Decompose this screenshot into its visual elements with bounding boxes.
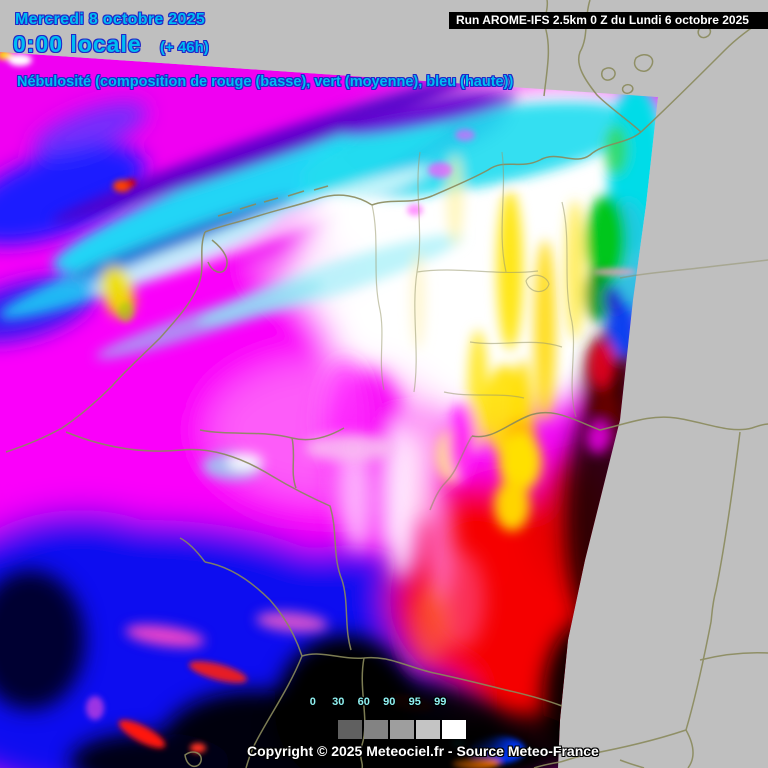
legend-swatch: [442, 720, 466, 739]
time-label: 0:00 locale: [13, 31, 142, 57]
copyright-notice: Copyright © 2025 Meteociel.fr - Source M…: [247, 743, 599, 759]
legend-value: 60: [357, 696, 370, 708]
forecast-offset-label: (+ 46h): [160, 39, 209, 56]
state-borders: [371, 151, 577, 418]
cloud-cover-colorbar: [312, 720, 466, 739]
legend-swatch: [416, 720, 440, 739]
legend-swatch: [338, 720, 362, 739]
legend-swatch: [364, 720, 388, 739]
legend-value: 30: [332, 696, 345, 708]
legend-value: 95: [408, 696, 421, 708]
country-borders: [5, 0, 768, 768]
legend-value: 0: [309, 696, 316, 708]
legend-swatch: [312, 720, 336, 739]
map-subtitle: Nébulosité (composition de rouge (basse)…: [17, 74, 514, 90]
legend-swatch: [390, 720, 414, 739]
legend-value: 90: [383, 696, 396, 708]
run-info-bar: Run AROME-IFS 2.5km 0 Z du Lundi 6 octob…: [449, 12, 768, 29]
legend-value: 99: [434, 696, 447, 708]
date-label: Mercredi 8 octobre 2025: [15, 11, 206, 28]
cloud-cover-legend-labels: 0 30 60 90 95 99: [300, 696, 453, 708]
